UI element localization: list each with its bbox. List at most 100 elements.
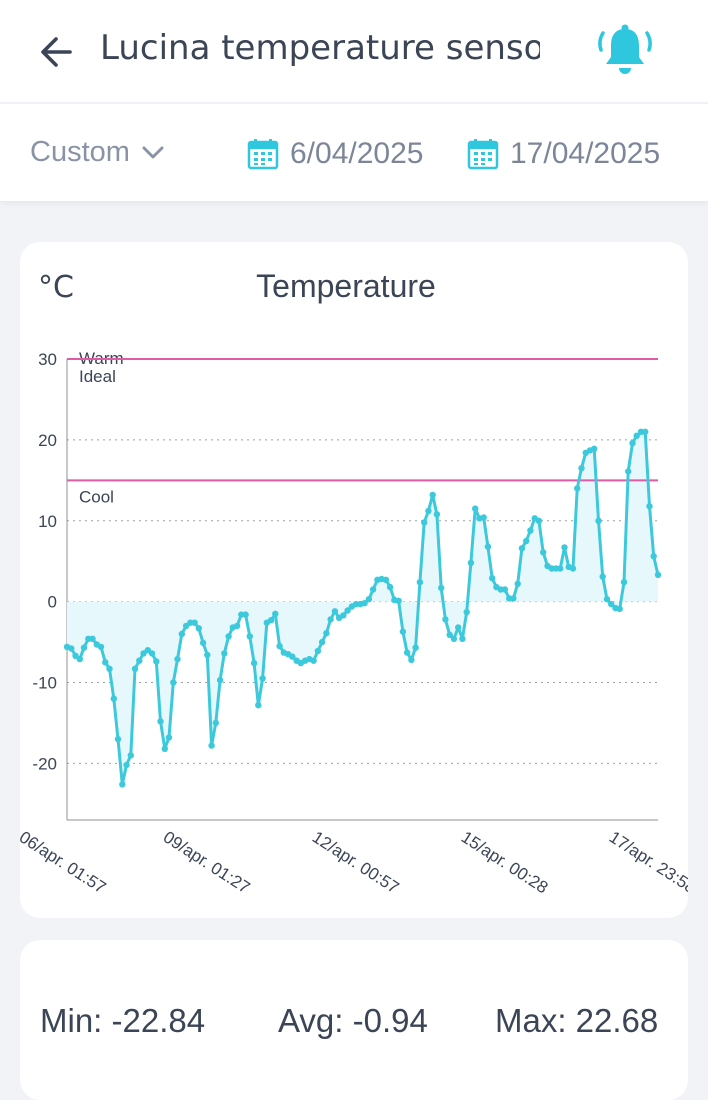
data-point [646, 503, 653, 510]
data-point [153, 658, 160, 665]
data-point [102, 659, 109, 666]
data-point [310, 657, 317, 664]
calendar-icon [247, 139, 279, 170]
data-point [165, 734, 173, 741]
data-point [221, 650, 228, 657]
bell-ringing-icon [598, 24, 652, 74]
data-point [157, 718, 164, 725]
data-point [314, 647, 322, 655]
data-point [161, 745, 168, 752]
data-point [369, 586, 377, 593]
data-point [174, 655, 181, 663]
y-tick-label: 10 [38, 512, 57, 531]
data-point [267, 617, 275, 624]
page-title: Lucina temperature senso [100, 28, 540, 68]
data-point [472, 505, 479, 512]
data-point [365, 596, 373, 603]
data-point [246, 633, 253, 640]
y-tick-label: 20 [38, 431, 57, 450]
data-point [574, 485, 581, 492]
y-tick-label: -10 [32, 674, 57, 693]
data-point [650, 553, 657, 560]
data-point [467, 559, 475, 566]
data-point [340, 612, 347, 619]
data-point [68, 645, 75, 652]
data-point [578, 465, 585, 472]
data-point [259, 675, 266, 682]
data-point [131, 665, 139, 672]
data-point [633, 432, 640, 439]
data-point [233, 622, 241, 630]
chevron-down-icon [142, 146, 164, 159]
data-point [620, 579, 628, 586]
data-point [557, 565, 564, 572]
data-point [255, 702, 262, 709]
data-point [208, 742, 215, 749]
data-point [272, 610, 279, 617]
data-point [195, 625, 202, 632]
threshold-label: Cool [79, 487, 114, 506]
stats-card: Min: -22.84 Avg: -0.94 Max: 22.68 [20, 940, 688, 1100]
y-tick-label: -20 [32, 754, 57, 773]
chart-unit-label: °C [38, 270, 74, 305]
x-tick-label: 09/apr. 01:27 [160, 827, 254, 897]
data-point [540, 549, 547, 556]
data-point [395, 597, 402, 604]
avg-stat: Avg: -0.94 [278, 1002, 428, 1039]
max-stat: Max: 22.68 [495, 1002, 659, 1039]
data-point [489, 575, 496, 582]
data-point [425, 507, 432, 515]
data-point [386, 583, 394, 591]
data-point [97, 643, 105, 651]
threshold-label: Ideal [79, 367, 116, 386]
data-point [603, 596, 611, 603]
data-point [123, 761, 130, 769]
data-point [136, 657, 143, 664]
data-point [459, 635, 466, 642]
data-point [323, 630, 330, 637]
data-point [654, 571, 662, 579]
start-date-picker[interactable]: 6/04/2025 [246, 134, 423, 174]
data-point [403, 649, 411, 656]
end-date-picker[interactable]: 17/04/2025 [466, 134, 660, 174]
data-point [446, 631, 453, 638]
arrow-left-icon [41, 37, 72, 67]
start-date-value: 6/04/2025 [290, 137, 424, 170]
data-point [327, 616, 334, 623]
data-point [599, 573, 606, 580]
data-point [127, 752, 134, 759]
data-point [331, 608, 339, 615]
chart-title: Temperature [256, 268, 436, 304]
x-tick-label: 06/apr. 01:57 [20, 827, 109, 897]
data-point [455, 624, 462, 631]
data-point [480, 514, 487, 521]
x-tick-label: 17/apr. 23:58 [606, 827, 688, 897]
data-point [80, 644, 88, 651]
y-tick-label: 0 [48, 593, 57, 612]
data-point [527, 527, 534, 534]
back-button[interactable] [34, 30, 82, 74]
alarm-button[interactable] [594, 22, 656, 80]
range-select[interactable]: Custom [30, 132, 166, 172]
data-point [119, 781, 126, 788]
data-point [344, 607, 351, 614]
data-point [510, 595, 517, 602]
data-point [76, 655, 83, 663]
y-tick-label: 30 [38, 350, 57, 369]
data-point [433, 511, 441, 518]
data-point [569, 565, 577, 572]
data-point [608, 600, 615, 608]
data-point [191, 619, 198, 626]
x-tick-label: 12/apr. 00:57 [309, 827, 403, 897]
data-point [178, 630, 185, 638]
range-select-label: Custom [30, 135, 130, 168]
data-point [148, 650, 156, 657]
data-point [250, 659, 258, 667]
data-point [616, 605, 623, 613]
data-point [382, 576, 390, 583]
data-point [501, 586, 509, 593]
data-point [289, 653, 296, 660]
calendar-icon [467, 139, 499, 170]
data-point [225, 633, 232, 640]
